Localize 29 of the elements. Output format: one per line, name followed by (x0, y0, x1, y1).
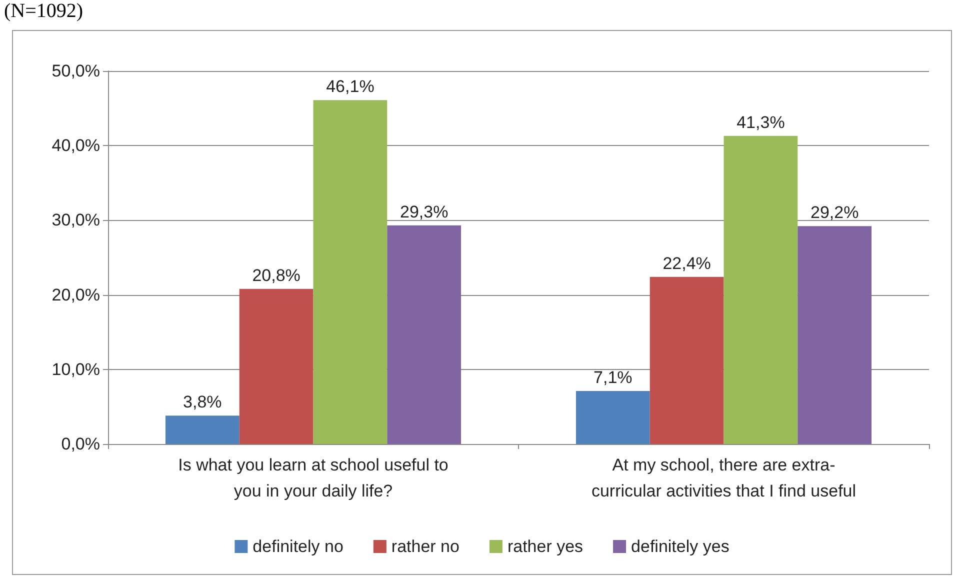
bar (165, 416, 240, 444)
y-tick-label: 0,0% (61, 434, 100, 454)
y-tick-label: 10,0% (52, 360, 100, 379)
legend-label: definitely yes (631, 537, 730, 556)
x-tick-label: Is what you learn at school useful to you in your daily life? (178, 456, 448, 500)
data-label: 7,1% (594, 368, 632, 388)
y-tick-label: 20,0% (52, 285, 100, 304)
y-tick-label: 30,0% (52, 210, 100, 230)
legend-label: rather yes (507, 537, 584, 556)
data-label: 3,8% (183, 392, 222, 412)
x-tick-label: At my school, there are extra- curricular activities that I find useful (591, 456, 856, 500)
bar (576, 391, 650, 444)
legend-label: rather no (391, 537, 460, 556)
data-label: 46,1% (326, 77, 374, 96)
y-tick-label: 40,0% (52, 136, 100, 156)
bar (313, 100, 388, 444)
y-tick-label: 50,0% (52, 62, 100, 80)
data-label: 41,3% (736, 112, 785, 132)
legend-label: definitely no (252, 537, 344, 556)
bar (387, 225, 462, 444)
data-label: 29,2% (810, 203, 859, 222)
data-label: 20,8% (252, 266, 300, 285)
bar (650, 276, 724, 444)
data-label: 29,3% (400, 202, 448, 222)
bar (798, 226, 872, 444)
bar (724, 136, 798, 444)
chart-title: (N=1092) (4, 0, 84, 23)
data-label: 22,4% (662, 254, 711, 273)
bar (239, 288, 314, 444)
